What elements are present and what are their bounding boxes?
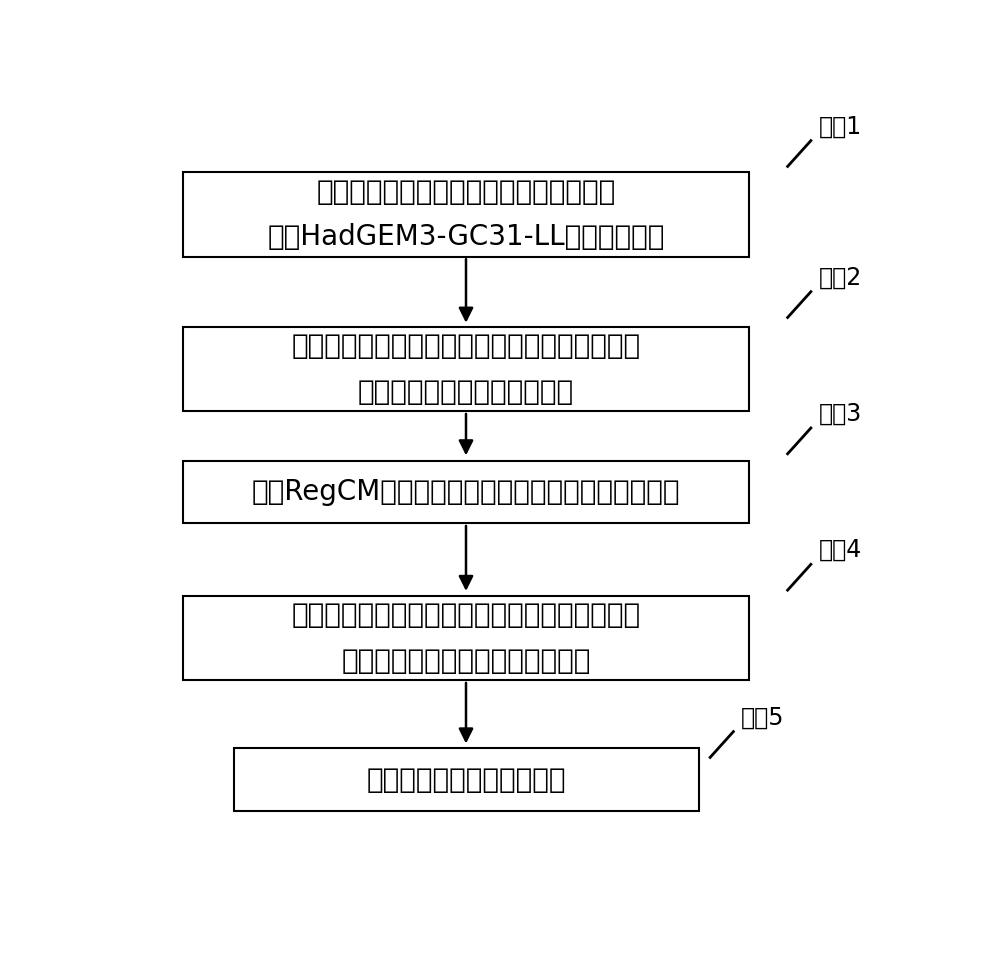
Text: 收集历史近地表风向风速、网格近地表风
速和HadGEM3-GC31-LL气候模型数据: 收集历史近地表风向风速、网格近地表风 速和HadGEM3-GC31-LL气候模型… — [267, 177, 665, 251]
Bar — [234, 748, 698, 811]
Bar — [183, 172, 749, 256]
Text: 运用RegCM区域气候模型对目标区域进行动力降尺度: 运用RegCM区域气候模型对目标区域进行动力降尺度 — [252, 478, 680, 506]
Text: 对目标区域进行统计降尺度，确定区域气候模型
的模拟值与观测值之间的互动关系: 对目标区域进行统计降尺度，确定区域气候模型 的模拟值与观测值之间的互动关系 — [291, 601, 641, 675]
Text: 对未来近地表风速进行预估: 对未来近地表风速进行预估 — [366, 766, 566, 793]
Text: 步骤2: 步骤2 — [819, 265, 862, 289]
Bar — [183, 461, 749, 523]
Bar — [183, 326, 749, 412]
Text: 步骤3: 步骤3 — [819, 402, 862, 426]
Text: 步骤1: 步骤1 — [819, 115, 862, 139]
Text: 运用反距离权重法和线性插值法分别修复空间和
时间上缺失站点的近地表风速: 运用反距离权重法和线性插值法分别修复空间和 时间上缺失站点的近地表风速 — [291, 332, 641, 406]
Text: 步骤5: 步骤5 — [741, 705, 785, 729]
Bar — [183, 595, 749, 680]
Text: 步骤4: 步骤4 — [819, 538, 862, 562]
